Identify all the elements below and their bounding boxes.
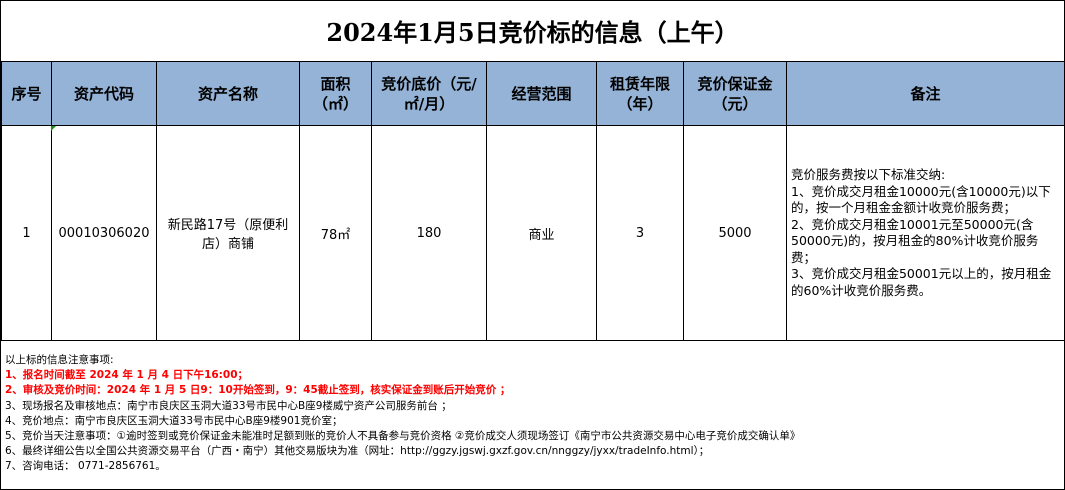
auction-table: 序号 资产代码 资产名称 面积（㎡） 竞价底价（元/㎡/月） 经营范围 租赁年限… [1,61,1064,341]
cell-price[interactable]: 180 [371,125,487,341]
header-remark: 备注 [786,61,1064,126]
note-item: 4、竞价地点：南宁市良庆区玉洞大道33号市民中心B座9楼901竞价室； [5,414,343,427]
notes: 以上标的信息注意事项: 1、报名时间截至 2024 年 1 月 4 日下午16:… [5,353,800,475]
remark-line: 1、竞价成交月租金10000元(含10000元)以下的，按一个月租金金额计收竞价… [791,183,1051,216]
note-item: 2、审核及竞价时间：2024 年 1 月 5 日9：10开始签到，9：45截止签… [5,384,511,397]
note-item: 7、咨询电话： 0771-2856761。 [5,460,166,473]
remark-line: 3、竞价成交月租金50001元以上的，按月租金的60%计收竞价服务费。 [791,266,1052,298]
page-title: 2024年1月5日竞价标的信息（上午） [1,1,1064,62]
remark-line: 2、竞价成交月租金10001元至50000元(含50000元)的，按月租金的80… [791,216,1039,265]
cell-years[interactable]: 3 [596,125,684,341]
header-no: 序号 [1,61,52,126]
note-item: 1、报名时间截至 2024 年 1 月 4 日下午16:00； [5,369,248,382]
header-code: 资产代码 [51,61,157,126]
header-row: 序号 资产代码 资产名称 面积（㎡） 竞价底价（元/㎡/月） 经营范围 租赁年限… [1,61,1064,126]
cell-error-indicator-icon [51,126,56,131]
cell-scope[interactable]: 商业 [486,125,597,341]
cell-name[interactable]: 新民路17号（原便利店）商铺 [156,125,300,341]
notes-heading: 以上标的信息注意事项: [5,354,114,366]
table-row: 1 00010306020 新民路17号（原便利店）商铺 78㎡ 180 商业 … [1,125,1064,341]
note-item: 6、最终详细公告以全国公共资源交易平台（广西・南宁）其他交易版块为准（网址：ht… [5,445,710,458]
note-item: 3、现场报名及审核地点：南宁市良庆区玉洞大道33号市民中心B座9楼威宁资产公司服… [5,399,452,412]
header-name: 资产名称 [156,61,300,126]
header-years: 租赁年限（年） [596,61,684,126]
cell-code[interactable]: 00010306020 [51,125,157,341]
cell-remark[interactable]: 竞价服务费按以下标准交纳: 1、竞价成交月租金10000元(含10000元)以下… [786,125,1064,341]
remark-line: 竞价服务费按以下标准交纳: [791,167,946,182]
cell-area[interactable]: 78㎡ [299,125,372,341]
cell-no[interactable]: 1 [1,125,52,341]
header-price: 竞价底价（元/㎡/月） [371,61,487,126]
cell-deposit[interactable]: 5000 [683,125,787,341]
note-item: 5、竞价当天注意事项：①逾时签到或竞价保证金未能准时足额到账的竞价人不具备参与竞… [5,430,801,443]
header-area: 面积（㎡） [299,61,372,126]
header-deposit: 竞价保证金（元） [683,61,787,126]
header-scope: 经营范围 [486,61,597,126]
